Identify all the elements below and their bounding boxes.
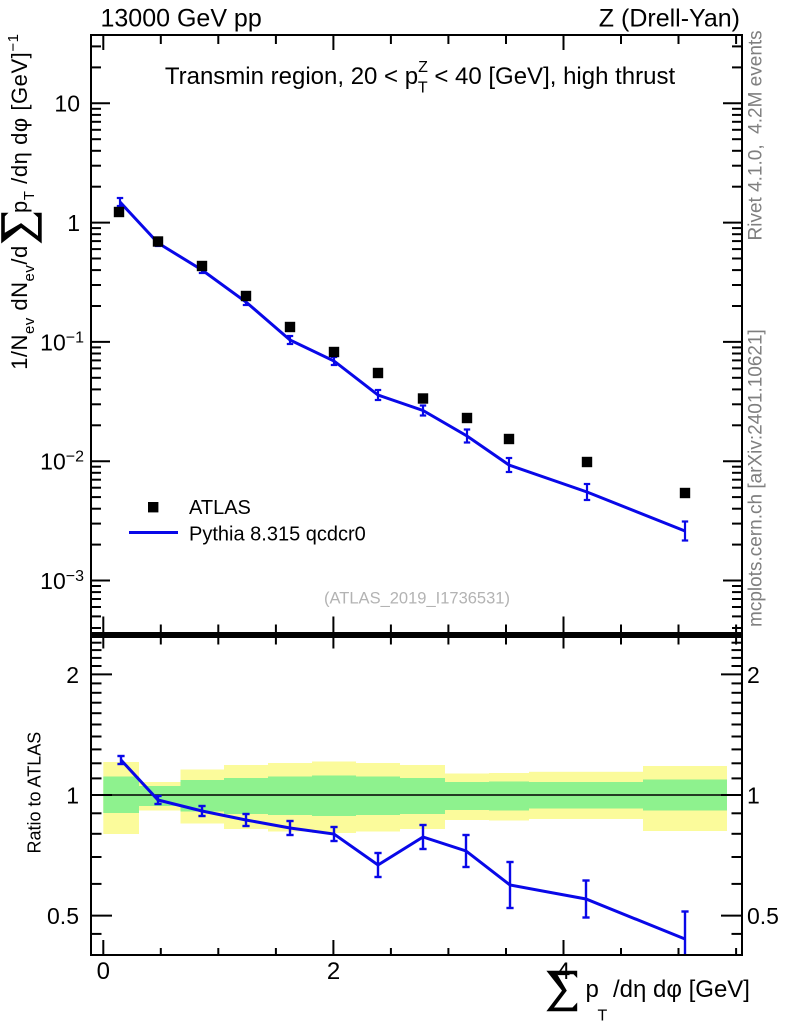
- svg-text:Ratio to ATLAS: Ratio to ATLAS: [25, 732, 45, 854]
- svg-text:1/Nev dNev/d: 1/Nev dNev/d: [7, 245, 38, 370]
- svg-text:4: 4: [557, 958, 570, 985]
- svg-text:2: 2: [66, 662, 79, 688]
- svg-text:1: 1: [747, 782, 760, 808]
- svg-text:13000 GeV pp: 13000 GeV pp: [101, 5, 262, 33]
- svg-text:1: 1: [66, 782, 79, 808]
- svg-text:Z (Drell-Yan): Z (Drell-Yan): [599, 5, 740, 33]
- svg-text:Transmin region, 20 < pZT < 40: Transmin region, 20 < pZ T < 40 [GeV], hi…: [165, 59, 676, 97]
- svg-text:2: 2: [327, 958, 340, 985]
- svg-text:10−3: 10−3: [40, 568, 84, 594]
- svg-text:0: 0: [97, 958, 110, 985]
- svg-text:/dη dφ [GeV]: /dη dφ [GeV]: [613, 976, 750, 1003]
- svg-text:Pythia 8.315 qcdcr0: Pythia 8.315 qcdcr0: [189, 524, 366, 546]
- svg-text:0.5: 0.5: [47, 903, 79, 929]
- svg-text:0.5: 0.5: [747, 903, 779, 929]
- svg-text:10−2: 10−2: [40, 449, 84, 475]
- svg-text:10−1: 10−1: [40, 329, 84, 355]
- svg-text:(ATLAS_2019_I1736531): (ATLAS_2019_I1736531): [324, 590, 510, 608]
- svg-text:ATLAS: ATLAS: [189, 497, 251, 519]
- svg-text:T: T: [598, 1008, 608, 1024]
- svg-text:10: 10: [54, 91, 80, 117]
- svg-text:2: 2: [747, 662, 760, 688]
- svg-text:Rivet 4.1.0, 4.2M events: Rivet 4.1.0, 4.2M events: [746, 30, 767, 240]
- svg-text:pT /dη dφ [GeV]−1: pT /dη dφ [GeV]−1: [5, 33, 38, 213]
- svg-text:1: 1: [67, 210, 80, 236]
- svg-text:mcplots.cern.ch [arXiv:2401.10: mcplots.cern.ch [arXiv:2401.10621]: [746, 329, 767, 627]
- svg-text:p: p: [586, 976, 599, 1003]
